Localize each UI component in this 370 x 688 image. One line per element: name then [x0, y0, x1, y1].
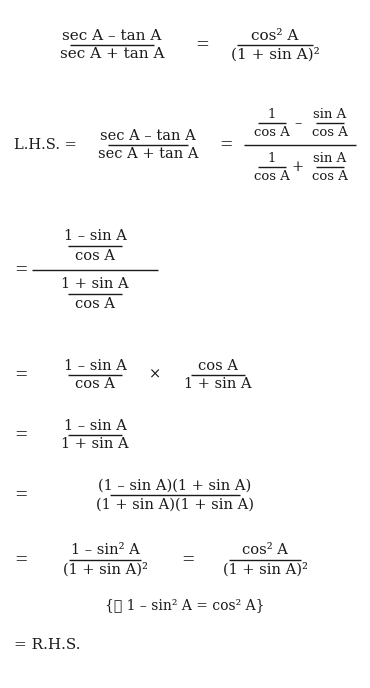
- Text: cos A: cos A: [75, 248, 115, 263]
- Text: (1 – sin A)(1 + sin A): (1 – sin A)(1 + sin A): [98, 478, 252, 493]
- Text: (1 + sin A)(1 + sin A): (1 + sin A)(1 + sin A): [96, 497, 254, 511]
- Text: +: +: [292, 160, 304, 174]
- Text: = R.H.S.: = R.H.S.: [14, 638, 81, 652]
- Text: cos A: cos A: [254, 125, 290, 138]
- Text: sec A + tan A: sec A + tan A: [60, 47, 164, 61]
- Text: cos A: cos A: [312, 125, 348, 138]
- Text: (1 + sin A)²: (1 + sin A)²: [63, 563, 147, 577]
- Text: cos A: cos A: [75, 297, 115, 310]
- Text: 1 + sin A: 1 + sin A: [61, 438, 129, 451]
- Text: 1 + sin A: 1 + sin A: [184, 378, 252, 391]
- Text: 1 – sin A: 1 – sin A: [64, 418, 127, 433]
- Text: =: =: [181, 552, 195, 568]
- Text: L.H.S. =: L.H.S. =: [14, 138, 77, 152]
- Text: (1 + sin A)²: (1 + sin A)²: [231, 47, 319, 62]
- Text: –: –: [294, 116, 302, 130]
- Text: =: =: [14, 367, 27, 383]
- Text: 1 – sin² A: 1 – sin² A: [71, 544, 139, 557]
- Text: {∴ 1 – sin² A = cos² A}: {∴ 1 – sin² A = cos² A}: [105, 598, 265, 612]
- Text: sin A: sin A: [313, 107, 347, 120]
- Text: 1: 1: [268, 107, 276, 120]
- Text: 1 – sin A: 1 – sin A: [64, 358, 127, 372]
- Text: sec A – tan A: sec A – tan A: [100, 129, 196, 142]
- Text: sec A + tan A: sec A + tan A: [98, 147, 198, 162]
- Text: cos A: cos A: [75, 378, 115, 391]
- Text: cos A: cos A: [254, 169, 290, 182]
- Text: cos² A: cos² A: [242, 544, 288, 557]
- Text: cos A: cos A: [198, 358, 238, 372]
- Text: =: =: [195, 36, 209, 54]
- Text: sec A – tan A: sec A – tan A: [62, 28, 162, 43]
- Text: cos A: cos A: [312, 169, 348, 182]
- Text: sin A: sin A: [313, 151, 347, 164]
- Text: 1 – sin A: 1 – sin A: [64, 230, 127, 244]
- Text: =: =: [14, 552, 27, 568]
- Text: (1 + sin A)²: (1 + sin A)²: [223, 563, 307, 577]
- Text: 1: 1: [268, 151, 276, 164]
- Text: =: =: [14, 261, 27, 279]
- Text: ×: ×: [149, 368, 161, 382]
- Text: cos² A: cos² A: [251, 28, 299, 43]
- Text: =: =: [14, 427, 27, 444]
- Text: 1 + sin A: 1 + sin A: [61, 277, 129, 292]
- Text: =: =: [14, 486, 27, 504]
- Text: =: =: [219, 136, 233, 153]
